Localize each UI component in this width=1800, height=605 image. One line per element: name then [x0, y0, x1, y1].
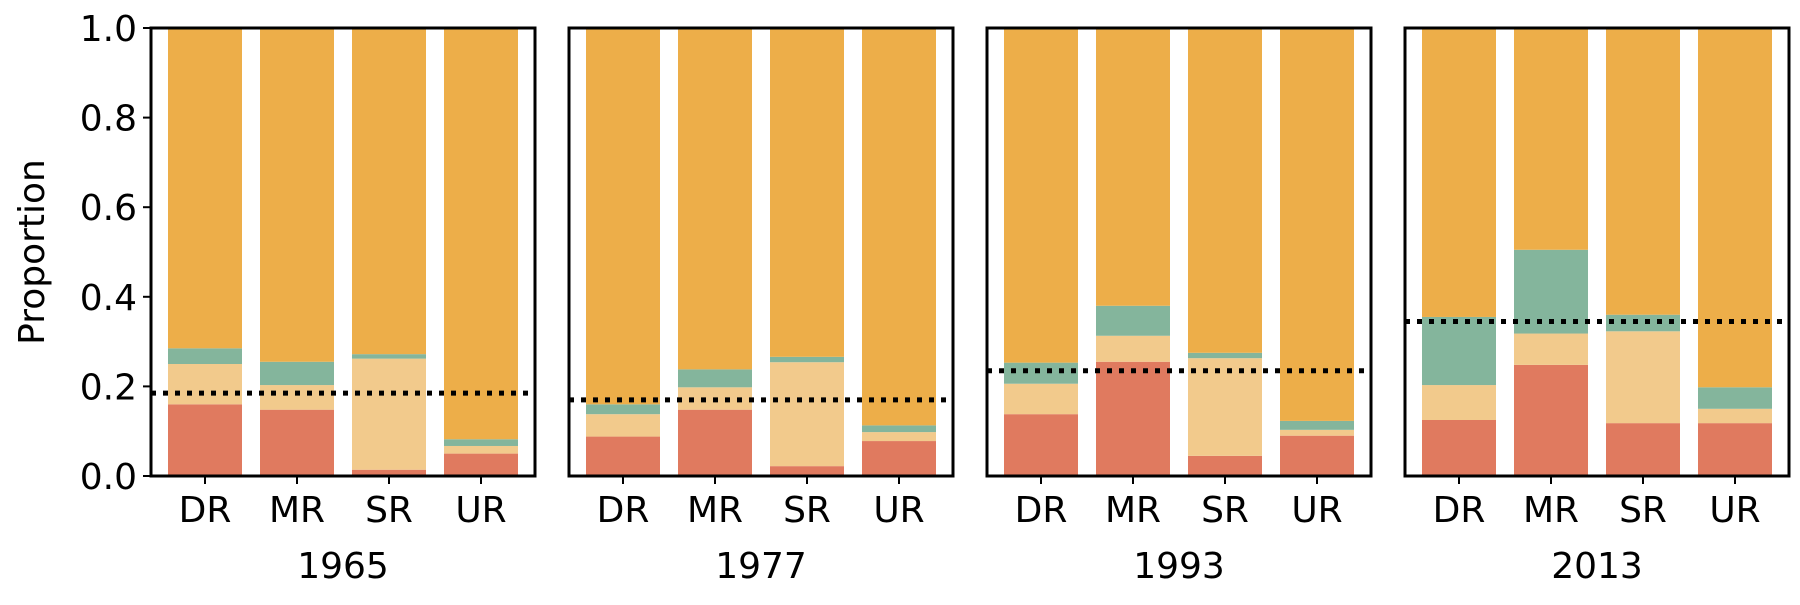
bar-1965-sr-segment-2 — [352, 358, 426, 470]
bar-2013-sr-segment-3 — [1606, 314, 1680, 332]
panel-1965: DR MR SR UR 1965 0.0 0.2 0.4 0.6 0.8 1.0 — [80, 9, 537, 587]
bar-1965-sr-segment-3 — [352, 354, 426, 359]
bar-1965-mr-segment-4 — [260, 28, 334, 362]
x-tick-label-1993-dr: DR — [1015, 490, 1068, 531]
bar-1993-ur-segment-4 — [1280, 28, 1354, 421]
bar-1977-ur-segment-4 — [862, 28, 936, 426]
panel-frame-1977 — [567, 26, 955, 478]
bar-1993-dr-segment-4 — [1004, 28, 1078, 363]
panel-2013: DR MR SR UR 2013 — [1403, 26, 1791, 587]
bar-1993-mr-segment-4 — [1096, 28, 1170, 306]
bar-1993-sr-segment-3 — [1188, 352, 1262, 359]
bar-1993-mr-segment-2 — [1096, 335, 1170, 362]
x-tick-label-1993-ur: UR — [1291, 490, 1342, 531]
bar-1993-sr-segment-4 — [1188, 28, 1262, 353]
x-tick-label-1977-mr: MR — [687, 490, 743, 531]
bar-1977-ur-segment-2 — [862, 432, 936, 442]
bar-2013-sr-segment-4 — [1606, 28, 1680, 315]
bar-2013-mr-segment-2 — [1514, 333, 1588, 365]
bar-1965-sr-segment-4 — [352, 28, 426, 355]
bar-1993-ur-segment-1 — [1280, 435, 1354, 476]
y-tick-label-2: 0.4 — [80, 278, 137, 319]
bar-2013-mr-segment-4 — [1514, 28, 1588, 250]
bar-2013-mr-segment-1 — [1514, 364, 1588, 476]
y-tick-label-1: 0.2 — [80, 367, 137, 408]
bar-1993-ur-segment-2 — [1280, 429, 1354, 436]
bar-1977-dr-segment-3 — [586, 404, 660, 415]
bar-1993-ur-segment-3 — [1280, 420, 1354, 430]
bar-1993-sr-segment-2 — [1188, 358, 1262, 456]
panel-title-2013: 2013 — [1551, 546, 1643, 587]
panel-frame-1993 — [985, 26, 1373, 478]
bar-1993-dr-segment-1 — [1004, 414, 1078, 476]
x-tick-label-2013-ur: UR — [1709, 490, 1760, 531]
x-tick-label-1965-sr: SR — [365, 490, 413, 531]
bar-2013-ur-segment-2 — [1698, 408, 1772, 424]
panel-1977: DR MR SR UR 1977 — [567, 26, 955, 587]
y-axis-label: Proportion — [12, 159, 53, 345]
bar-2013-ur-segment-3 — [1698, 387, 1772, 409]
y-tick-label-0: 0.0 — [80, 457, 137, 498]
bar-1977-sr-segment-4 — [770, 28, 844, 357]
bar-1977-sr-segment-3 — [770, 356, 844, 363]
bar-1965-dr-segment-2 — [168, 364, 242, 405]
y-tick-label-3: 0.6 — [80, 188, 137, 229]
x-tick-label-2013-dr: DR — [1433, 490, 1486, 531]
bar-1977-ur-segment-3 — [862, 425, 936, 433]
bar-1993-mr-segment-3 — [1096, 305, 1170, 336]
x-tick-label-1965-mr: MR — [269, 490, 325, 531]
bar-1993-dr-segment-2 — [1004, 383, 1078, 415]
bar-2013-dr-segment-4 — [1422, 28, 1496, 317]
bar-1977-mr-segment-1 — [678, 409, 752, 476]
bar-1965-mr-segment-2 — [260, 385, 334, 410]
bar-2013-dr-segment-1 — [1422, 420, 1496, 476]
bar-1993-mr-segment-1 — [1096, 361, 1170, 476]
panel-title-1993: 1993 — [1133, 546, 1225, 587]
bar-1977-dr-segment-1 — [586, 436, 660, 476]
bar-1965-sr-segment-1 — [352, 469, 426, 476]
x-tick-label-1977-sr: SR — [783, 490, 831, 531]
bar-1993-dr-segment-3 — [1004, 362, 1078, 384]
bar-1965-ur-segment-2 — [444, 445, 518, 454]
x-tick-label-1977-dr: DR — [597, 490, 650, 531]
y-tick-label-4: 0.8 — [80, 99, 137, 140]
panel-title-1977: 1977 — [715, 546, 807, 587]
x-tick-label-2013-mr: MR — [1523, 490, 1579, 531]
x-tick-label-2013-sr: SR — [1619, 490, 1667, 531]
x-tick-label-1993-sr: SR — [1201, 490, 1249, 531]
bar-1993-sr-segment-1 — [1188, 455, 1262, 476]
bar-1965-mr-segment-3 — [260, 361, 334, 386]
panel-title-1965: 1965 — [297, 546, 389, 587]
bar-1977-sr-segment-1 — [770, 466, 844, 476]
x-tick-label-1977-ur: UR — [873, 490, 924, 531]
y-tick-label-5: 1.0 — [80, 9, 137, 50]
bar-1977-mr-segment-3 — [678, 369, 752, 388]
bar-1965-dr-segment-4 — [168, 28, 242, 349]
bar-1965-dr-segment-1 — [168, 404, 242, 476]
bar-2013-dr-segment-3 — [1422, 316, 1496, 386]
bar-1965-dr-segment-3 — [168, 348, 242, 364]
x-tick-label-1965-dr: DR — [179, 490, 232, 531]
bar-1965-ur-segment-3 — [444, 439, 518, 446]
bar-1965-ur-segment-1 — [444, 453, 518, 476]
bar-2013-ur-segment-4 — [1698, 28, 1772, 388]
x-tick-label-1993-mr: MR — [1105, 490, 1161, 531]
bar-1965-mr-segment-1 — [260, 409, 334, 476]
bar-1977-mr-segment-4 — [678, 28, 752, 370]
bar-2013-sr-segment-1 — [1606, 423, 1680, 476]
bar-1977-sr-segment-2 — [770, 362, 844, 467]
panel-frame-2013 — [1403, 26, 1791, 478]
panel-1993: DR MR SR UR 1993 — [985, 26, 1373, 587]
bar-1977-dr-segment-4 — [586, 28, 660, 405]
panel-frame-1965 — [149, 26, 537, 478]
x-tick-label-1965-ur: UR — [455, 490, 506, 531]
bar-1977-ur-segment-1 — [862, 441, 936, 476]
bar-1965-ur-segment-4 — [444, 28, 518, 440]
bar-2013-sr-segment-2 — [1606, 331, 1680, 424]
bar-1977-dr-segment-2 — [586, 414, 660, 437]
bar-2013-dr-segment-2 — [1422, 385, 1496, 420]
bar-2013-ur-segment-1 — [1698, 423, 1772, 476]
